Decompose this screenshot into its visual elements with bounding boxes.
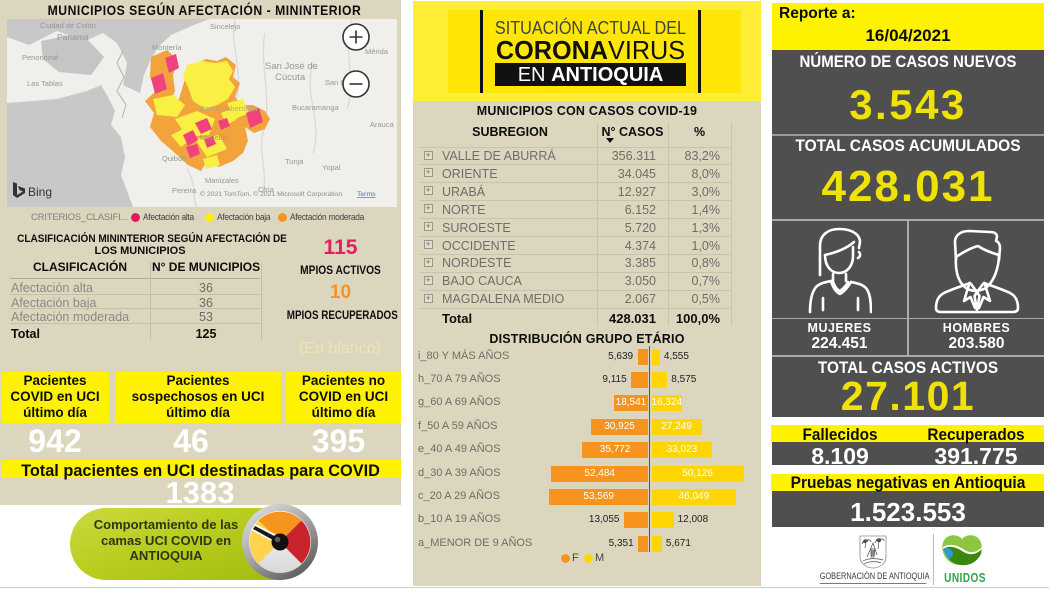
svg-text:Sincelejo: Sincelejo: [210, 22, 240, 31]
svg-text:Penonomé: Penonomé: [22, 53, 58, 62]
svg-text:Cúcuta: Cúcuta: [275, 72, 306, 83]
svg-text:San José de: San José de: [265, 61, 318, 72]
svg-text:Chía: Chía: [258, 185, 275, 194]
svg-text:Bucaramanga: Bucaramanga: [292, 103, 340, 112]
svg-text:San C: San C: [325, 78, 346, 87]
svg-text:Bing: Bing: [28, 185, 52, 199]
svg-text:Las Tablas: Las Tablas: [27, 79, 63, 88]
svg-text:Mérida: Mérida: [365, 47, 389, 56]
svg-text:Manizales: Manizales: [205, 176, 239, 185]
svg-text:Medellín: Medellín: [200, 133, 228, 142]
svg-text:Quibdó: Quibdó: [162, 154, 186, 163]
svg-text:Barrancabermeja: Barrancabermeja: [200, 104, 258, 113]
svg-text:Yopal: Yopal: [322, 163, 341, 172]
svg-text:© 2021 TomTom, © 2021 Microsof: © 2021 TomTom, © 2021 Microsoft Corporat…: [200, 190, 342, 198]
svg-text:Ciudad de Colón: Ciudad de Colón: [40, 21, 96, 30]
svg-text:Terms: Terms: [357, 191, 376, 198]
svg-text:Arauca: Arauca: [370, 120, 395, 129]
svg-text:Panamá: Panamá: [57, 32, 89, 42]
svg-text:Montería: Montería: [152, 43, 182, 52]
svg-text:Pereira: Pereira: [172, 186, 197, 195]
svg-text:Tunja: Tunja: [285, 157, 304, 166]
